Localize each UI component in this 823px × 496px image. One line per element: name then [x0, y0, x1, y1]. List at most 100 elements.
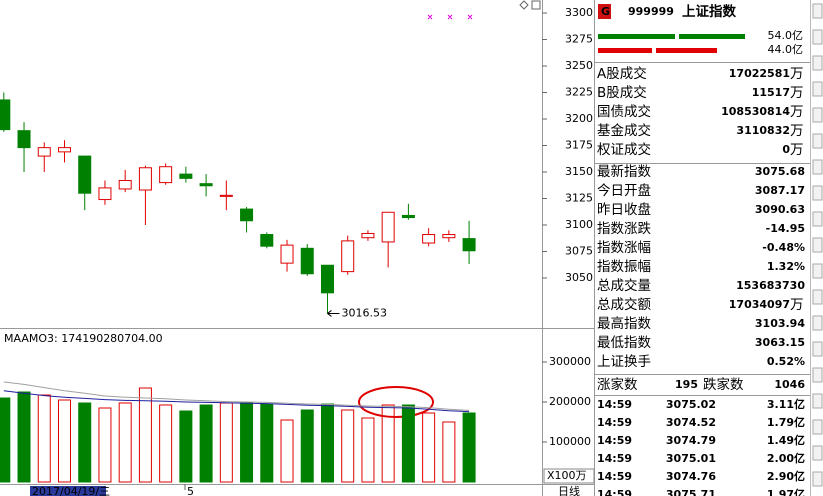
- volume-bar: [159, 404, 173, 483]
- row-value: 11517: [752, 86, 790, 99]
- volume-bar: [57, 399, 71, 483]
- row-label: 权证成交: [597, 141, 651, 158]
- row-label: 指数涨跌: [597, 221, 651, 237]
- candle-body: [442, 234, 456, 239]
- volume-bar: [78, 402, 92, 483]
- tool-button[interactable]: [812, 237, 823, 253]
- row-value: 3087.17: [755, 184, 805, 197]
- cursor-date-box: [30, 486, 106, 496]
- row-label: A股成交: [597, 65, 647, 82]
- tick-price: 3075.71: [666, 488, 716, 496]
- candle-body: [0, 99, 11, 131]
- down-count: 1046: [774, 378, 805, 391]
- row-value: 3103.94: [755, 317, 805, 330]
- row-label: 最高指数: [597, 315, 651, 332]
- badge-box: [598, 4, 611, 19]
- candle-body: [179, 173, 193, 179]
- tick-price: 3074.76: [666, 470, 716, 483]
- tool-button[interactable]: [812, 263, 823, 279]
- tool-button[interactable]: [812, 159, 823, 175]
- tool-button[interactable]: [812, 133, 823, 149]
- volume-bar: [37, 394, 51, 483]
- tool-button[interactable]: [812, 29, 823, 45]
- candle-body: [361, 232, 375, 239]
- tool-button[interactable]: [812, 367, 823, 383]
- candle-body: [300, 247, 314, 275]
- tool-button[interactable]: [812, 393, 823, 409]
- y-tick-label: 300000: [549, 355, 591, 368]
- row-label: 基金成交: [597, 122, 651, 139]
- tool-button[interactable]: [812, 341, 823, 357]
- tool-button[interactable]: [812, 81, 823, 97]
- tool-button[interactable]: [812, 3, 823, 19]
- unit-box: [543, 468, 595, 484]
- tool-button[interactable]: [812, 107, 823, 123]
- candle-body: [98, 187, 112, 201]
- volume-bar: [98, 407, 112, 483]
- candle-body: [138, 167, 152, 191]
- up-label: 涨家数: [597, 376, 638, 393]
- tick-time: 14:59: [597, 416, 632, 429]
- tick-price: 3074.79: [666, 434, 716, 447]
- ma-line: [3, 390, 470, 413]
- row-label: B股成交: [597, 84, 647, 101]
- row-unit: 万: [790, 297, 804, 313]
- candle-body: [422, 234, 436, 244]
- ratio-label: 54.0亿: [768, 29, 804, 42]
- volume-bar: [260, 403, 274, 483]
- highlight-circle: [358, 386, 434, 418]
- tool-button[interactable]: [812, 289, 823, 305]
- y-tick-label: 3175: [565, 139, 593, 152]
- candle-body: [280, 244, 294, 264]
- volume-bar: [17, 391, 31, 483]
- tick-price: 3075.01: [666, 452, 716, 465]
- volume-bar: [462, 412, 476, 483]
- volume-bar: [320, 403, 334, 483]
- row-label: 昨日收盘: [597, 201, 651, 218]
- y-tick-label: 3225: [565, 86, 593, 99]
- candle-body: [37, 147, 51, 157]
- tick-volume: 2.90亿: [767, 469, 805, 483]
- y-tick-label: 3300: [565, 6, 593, 19]
- row-label: 总成交量: [597, 277, 651, 294]
- diamond-icon[interactable]: [519, 0, 529, 10]
- candle-body: [199, 183, 213, 187]
- row-label: 最新指数: [597, 164, 651, 180]
- row-value: 17034097: [729, 298, 790, 311]
- row-value: 0.52%: [767, 355, 805, 368]
- tool-button[interactable]: [812, 419, 823, 435]
- y-tick-label: 3150: [565, 165, 593, 178]
- tick-price: 3074.52: [666, 416, 716, 429]
- row-label: 指数涨幅: [597, 240, 651, 256]
- row-label: 今日开盘: [597, 182, 651, 199]
- badge: G: [601, 5, 610, 18]
- volume-bar: [280, 419, 294, 483]
- tool-button[interactable]: [812, 445, 823, 461]
- x-tick-label: 5: [187, 485, 194, 496]
- y-tick-label: 3100: [565, 218, 593, 231]
- row-label: 最低指数: [597, 335, 651, 351]
- row-value: 3090.63: [755, 203, 805, 216]
- volume-bar: [442, 421, 456, 483]
- square-icon[interactable]: [531, 0, 541, 10]
- row-value: 3075.68: [755, 165, 805, 178]
- row-value: 153683730: [736, 279, 805, 292]
- tool-button[interactable]: [812, 211, 823, 227]
- tool-button[interactable]: [812, 315, 823, 331]
- candle-body: [219, 194, 233, 197]
- tool-button[interactable]: [812, 185, 823, 201]
- volume-bar: [0, 397, 11, 483]
- ratio-bar: [679, 34, 745, 39]
- tool-button[interactable]: [812, 471, 823, 487]
- annotation-label: 3016.53: [341, 306, 387, 319]
- ma-label: MAAMO3: 174190280704.00: [4, 332, 163, 345]
- row-value: 17022581: [729, 67, 790, 80]
- tick-volume: 1.97亿: [767, 487, 805, 496]
- tool-button[interactable]: [812, 55, 823, 71]
- volume-bar: [361, 417, 375, 483]
- axis-unit: X100万: [547, 469, 587, 482]
- row-label: 上证换手: [597, 354, 651, 370]
- volume-bar: [199, 404, 213, 483]
- row-value: -14.95: [766, 222, 805, 235]
